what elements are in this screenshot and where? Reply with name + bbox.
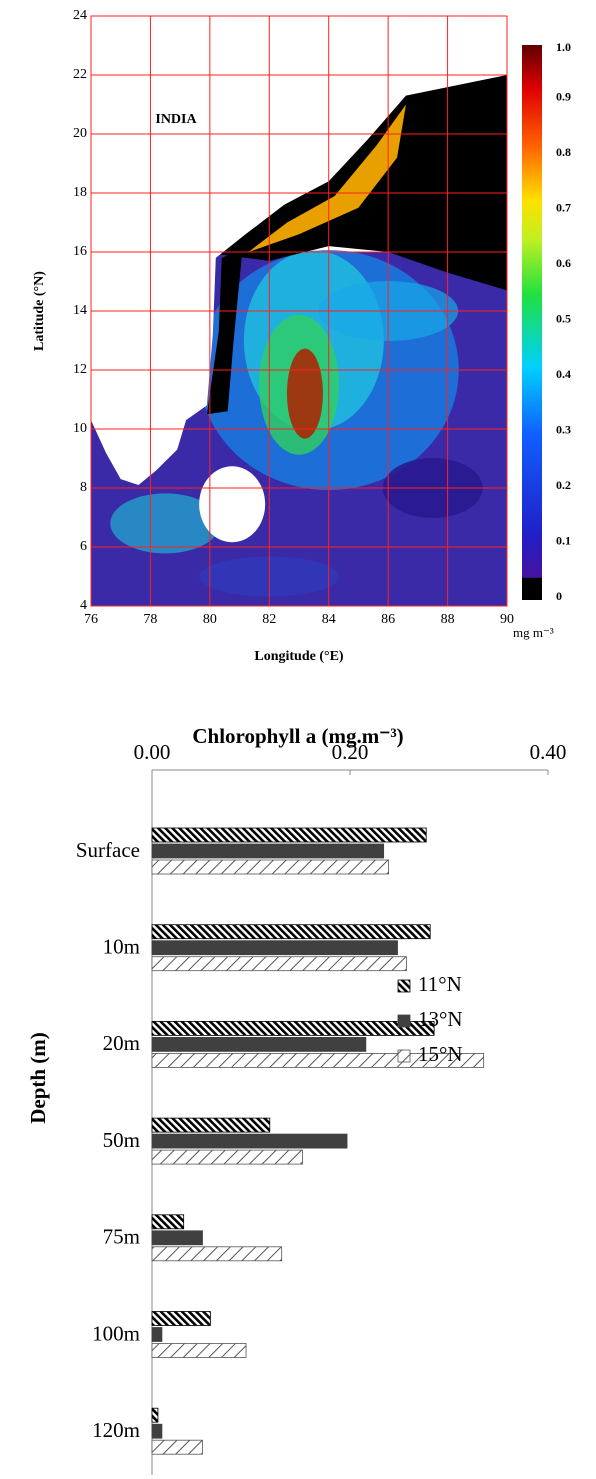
land	[199, 466, 266, 543]
bar	[151, 1246, 283, 1262]
bar-title: Chlorophyll a (mg.m⁻³)	[192, 724, 403, 748]
y-tick-label: 10	[73, 421, 87, 436]
y-tick-label: 10m	[103, 935, 140, 959]
x-tick-label: 0.00	[134, 740, 171, 764]
x-tick-label: 78	[143, 612, 157, 627]
bar	[151, 1311, 211, 1326]
bar	[151, 1037, 367, 1052]
y-axis-label: Latitude (°N)	[32, 271, 47, 351]
map-annotation: INDIA	[155, 112, 197, 127]
x-tick-label: 90	[500, 612, 514, 627]
y-tick-label: 24	[73, 8, 87, 23]
legend-swatch	[397, 1049, 411, 1063]
coastal-bloom	[248, 104, 406, 252]
x-tick-label: 86	[381, 612, 395, 627]
cloud-mask	[206, 249, 243, 415]
bar	[151, 1327, 163, 1342]
y-tick-label: 8	[80, 480, 87, 495]
x-axis-label: Longitude (°E)	[254, 649, 344, 664]
colorbar-tick-label: 0.2	[556, 478, 571, 492]
bar	[151, 859, 390, 875]
y-tick-label: 16	[73, 244, 87, 259]
y-tick-label: 75m	[103, 1225, 140, 1249]
colorbar-zero	[522, 577, 542, 600]
x-tick-label: 0.40	[530, 740, 567, 764]
chl-patch	[110, 493, 221, 554]
colorbar-tick-label: 0.3	[556, 422, 571, 436]
y-tick-label: 12	[73, 362, 87, 377]
x-tick-label: 0.20	[332, 740, 369, 764]
x-tick-label: 82	[262, 612, 276, 627]
colorbar-tick-label: 1.0	[556, 40, 571, 54]
y-tick-label: 4	[80, 598, 87, 613]
colorbar-tick-label: 0.1	[556, 533, 571, 547]
bar	[151, 827, 427, 843]
y-tick-label: 20	[73, 126, 87, 141]
bar	[151, 924, 431, 940]
chl-patch	[286, 348, 323, 439]
y-tick-label: Surface	[76, 838, 140, 862]
y-tick-label: 6	[80, 539, 87, 554]
y-tick-label: 100m	[92, 1321, 140, 1345]
colorbar-tick-label: 0.5	[556, 311, 571, 325]
legend-label: 13°N	[418, 1007, 463, 1031]
legend-swatch	[397, 1014, 411, 1028]
colorbar-tick-label: 0.7	[556, 200, 571, 214]
bar	[151, 1117, 271, 1133]
y-tick-label: 120m	[92, 1418, 140, 1442]
colorbar	[522, 45, 542, 600]
bar	[151, 1230, 203, 1246]
y-tick-label: 18	[73, 185, 87, 200]
bar	[151, 1343, 247, 1358]
x-tick-label: 80	[203, 612, 217, 627]
y-tick-label: 22	[73, 67, 87, 82]
legend-label: 11°N	[418, 972, 462, 996]
land	[91, 16, 418, 486]
x-tick-label: 76	[84, 612, 98, 627]
bar	[151, 1214, 185, 1230]
colorbar-tick-label: 0.6	[556, 256, 571, 270]
bar	[151, 1133, 348, 1149]
bar	[151, 1439, 203, 1455]
colorbar-tick-label: 0.4	[556, 367, 571, 381]
x-tick-label: 88	[441, 612, 455, 627]
y-tick-label: 50m	[103, 1128, 140, 1152]
bar	[151, 843, 385, 859]
legend-label: 15°N	[418, 1042, 463, 1066]
legend-swatch	[397, 979, 411, 993]
colorbar-tick-label: 0.8	[556, 145, 571, 159]
bar	[151, 956, 407, 972]
bar	[151, 940, 398, 956]
bar	[151, 1423, 163, 1439]
colorbar-tick-label: 0.9	[556, 89, 571, 103]
x-tick-label: 84	[322, 612, 336, 627]
plot-frame	[90, 15, 508, 607]
colorbar-unit: mg m⁻³	[513, 625, 554, 640]
bar	[151, 1149, 303, 1165]
bar	[151, 1021, 435, 1036]
y-axis-label: Depth (m)	[26, 1032, 50, 1124]
y-tick-label: 14	[73, 303, 87, 318]
y-tick-label: 20m	[103, 1031, 140, 1055]
colorbar-tick-label: 0	[556, 589, 562, 603]
bar	[151, 1407, 159, 1423]
